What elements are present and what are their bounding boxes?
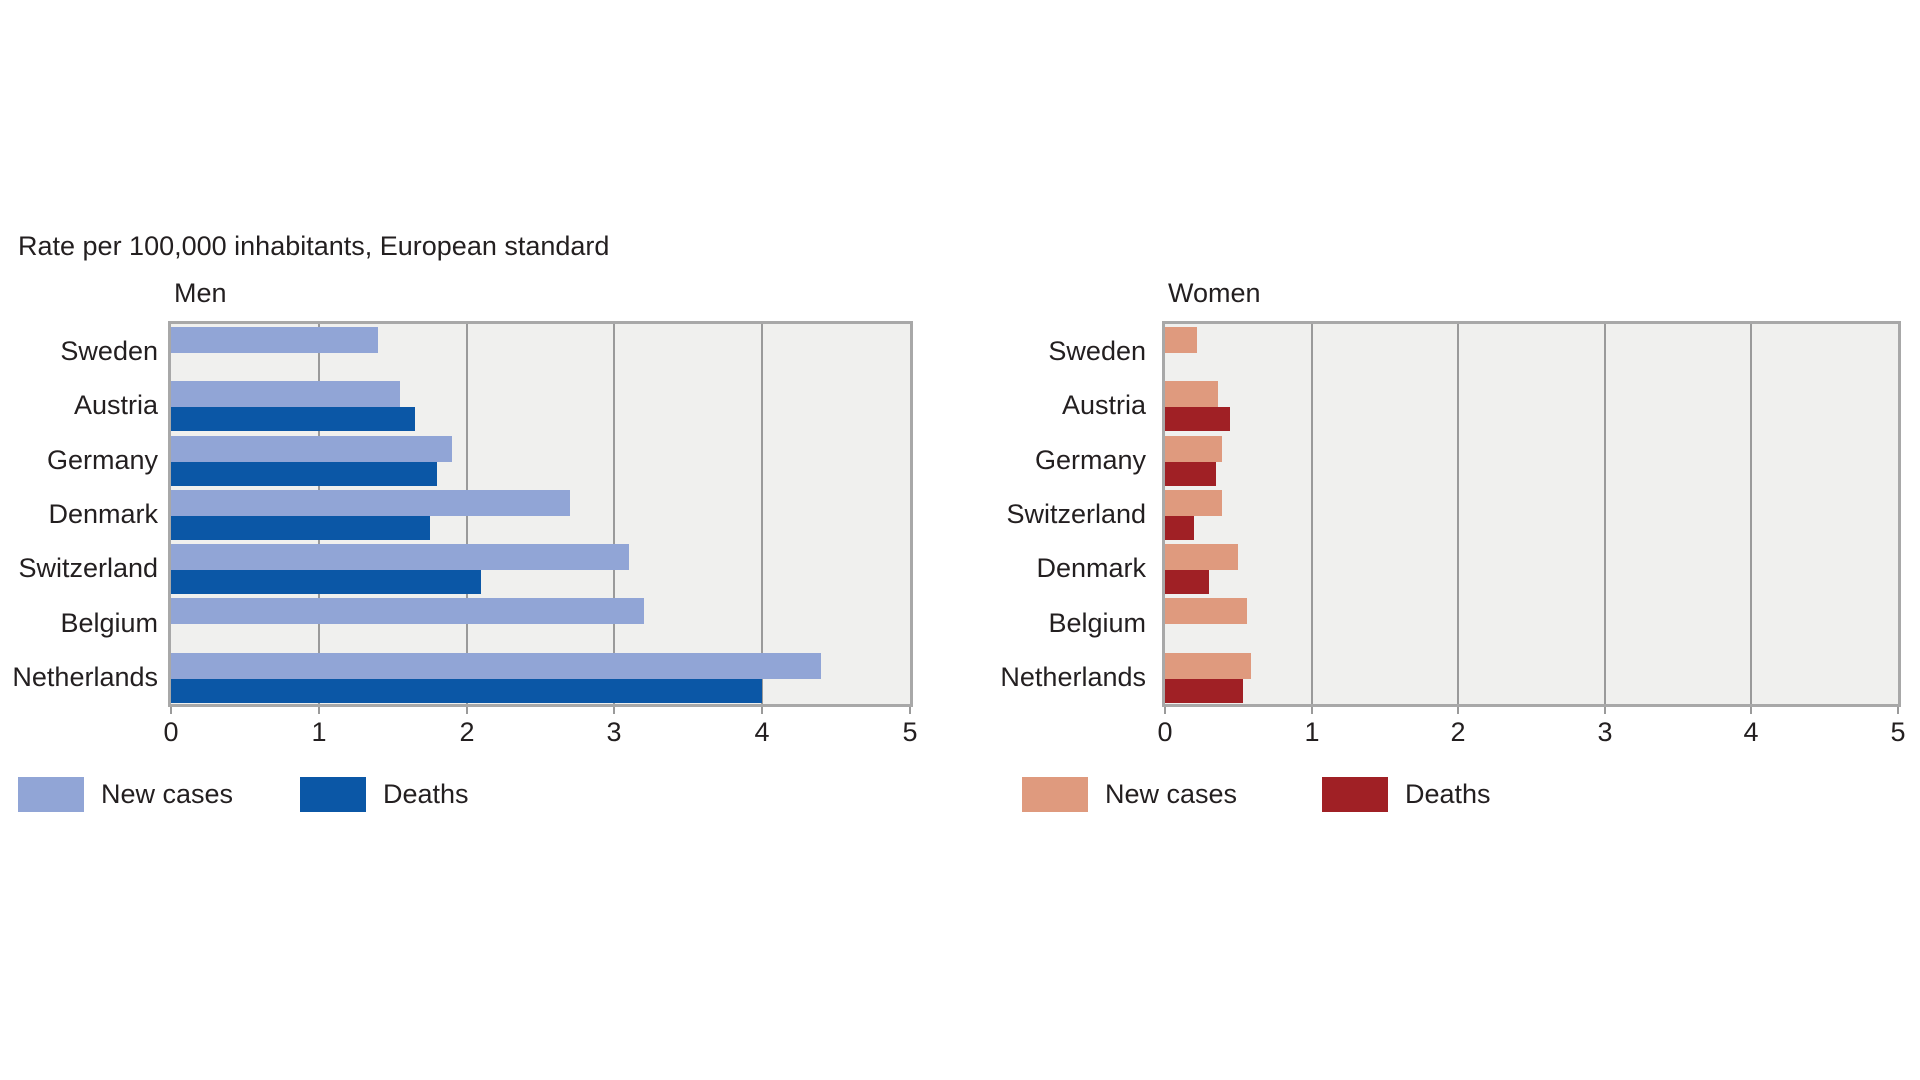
category-label-austria: Austria [73, 390, 158, 420]
bar-new-cases-belgium [1165, 598, 1247, 624]
x-tick-label-4: 4 [1743, 717, 1759, 747]
bar-new-cases-netherlands [171, 653, 821, 679]
bar-deaths-germany [1165, 462, 1216, 486]
bar-deaths-switzerland [1165, 516, 1194, 540]
men-chart: Men Sweden Austria Germany Denmark Switzerlan… [0, 270, 918, 830]
bar-deaths-germany [171, 462, 437, 486]
category-label-netherlands: Netherlands [1000, 662, 1146, 692]
x-tick-label-2: 2 [459, 717, 475, 747]
x-tick-2 [1457, 707, 1459, 714]
category-label-switzerland: Switzerland [18, 553, 158, 583]
category-label-sweden: Sweden [1048, 336, 1146, 366]
category-label-netherlands: Netherlands [12, 662, 158, 692]
bar-new-cases-sweden [171, 327, 378, 353]
bar-new-cases-denmark [171, 490, 570, 516]
gridline-4 [1750, 324, 1752, 704]
bar-new-cases-sweden [1165, 327, 1197, 353]
chart-title-women: Women [1168, 278, 1261, 308]
legend-label-new-cases: New cases [1105, 779, 1238, 809]
bar-new-cases-netherlands [1165, 653, 1251, 679]
bar-new-cases-germany [1165, 436, 1222, 462]
x-tick-4 [1750, 707, 1752, 714]
x-tick-label-1: 1 [1304, 717, 1320, 747]
legend-swatch-deaths [300, 777, 366, 812]
bar-deaths-netherlands [171, 679, 762, 703]
legend-label-deaths: Deaths [383, 779, 469, 809]
gridline-4 [761, 324, 763, 704]
x-tick-3 [613, 707, 615, 714]
x-tick-label-5: 5 [1890, 717, 1906, 747]
gridline-2 [1457, 324, 1459, 704]
x-tick-0 [170, 707, 172, 714]
bar-new-cases-denmark [1165, 544, 1238, 570]
x-tick-4 [761, 707, 763, 714]
legend-label-deaths: Deaths [1405, 779, 1491, 809]
x-tick-3 [1604, 707, 1606, 714]
x-tick-label-1: 1 [311, 717, 327, 747]
x-tick-2 [466, 707, 468, 714]
category-label-germany: Germany [1034, 445, 1146, 475]
bar-deaths-netherlands [1165, 679, 1243, 703]
bar-deaths-austria [1165, 407, 1230, 431]
x-tick-1 [1311, 707, 1313, 714]
legend-label-new-cases: New cases [101, 779, 234, 809]
x-tick-label-3: 3 [1597, 717, 1613, 747]
x-tick-1 [318, 707, 320, 714]
gridline-1 [1311, 324, 1313, 704]
plot-area-men [168, 321, 913, 707]
category-label-germany: Germany [46, 445, 158, 475]
x-tick-label-2: 2 [1450, 717, 1466, 747]
legend-swatch-deaths [1322, 777, 1388, 812]
bar-new-cases-switzerland [171, 544, 629, 570]
category-label-denmark: Denmark [48, 499, 158, 529]
x-tick-5 [1897, 707, 1899, 714]
bar-new-cases-switzerland [1165, 490, 1222, 516]
bar-new-cases-austria [171, 381, 400, 407]
page-title: Rate per 100,000 inhabitants, European s… [18, 231, 610, 261]
bar-deaths-switzerland [171, 570, 481, 594]
bar-new-cases-austria [1165, 381, 1218, 407]
category-label-denmark: Denmark [1036, 553, 1146, 583]
legend-swatch-new-cases [1022, 777, 1088, 812]
bar-new-cases-germany [171, 436, 452, 462]
x-tick-0 [1164, 707, 1166, 714]
category-label-sweden: Sweden [60, 336, 158, 366]
bar-deaths-austria [171, 407, 415, 431]
category-label-austria: Austria [1061, 390, 1146, 420]
x-tick-5 [909, 707, 911, 714]
x-tick-label-0: 0 [163, 717, 179, 747]
chart-title-men: Men [174, 278, 227, 308]
category-label-belgium: Belgium [1048, 608, 1146, 638]
bar-deaths-denmark [1165, 570, 1209, 594]
x-tick-label-5: 5 [902, 717, 918, 747]
bar-deaths-denmark [171, 516, 430, 540]
gridline-3 [1604, 324, 1606, 704]
plot-area-women [1162, 321, 1901, 707]
x-tick-label-0: 0 [1157, 717, 1173, 747]
category-label-switzerland: Switzerland [1006, 499, 1146, 529]
gridline-3 [613, 324, 615, 704]
bar-new-cases-belgium [171, 598, 644, 624]
category-label-belgium: Belgium [60, 608, 158, 638]
x-tick-label-3: 3 [606, 717, 622, 747]
legend-swatch-new-cases [18, 777, 84, 812]
women-chart: Women Sweden Austria Germany Switzerland Denm… [994, 270, 1906, 830]
x-tick-label-4: 4 [754, 717, 770, 747]
